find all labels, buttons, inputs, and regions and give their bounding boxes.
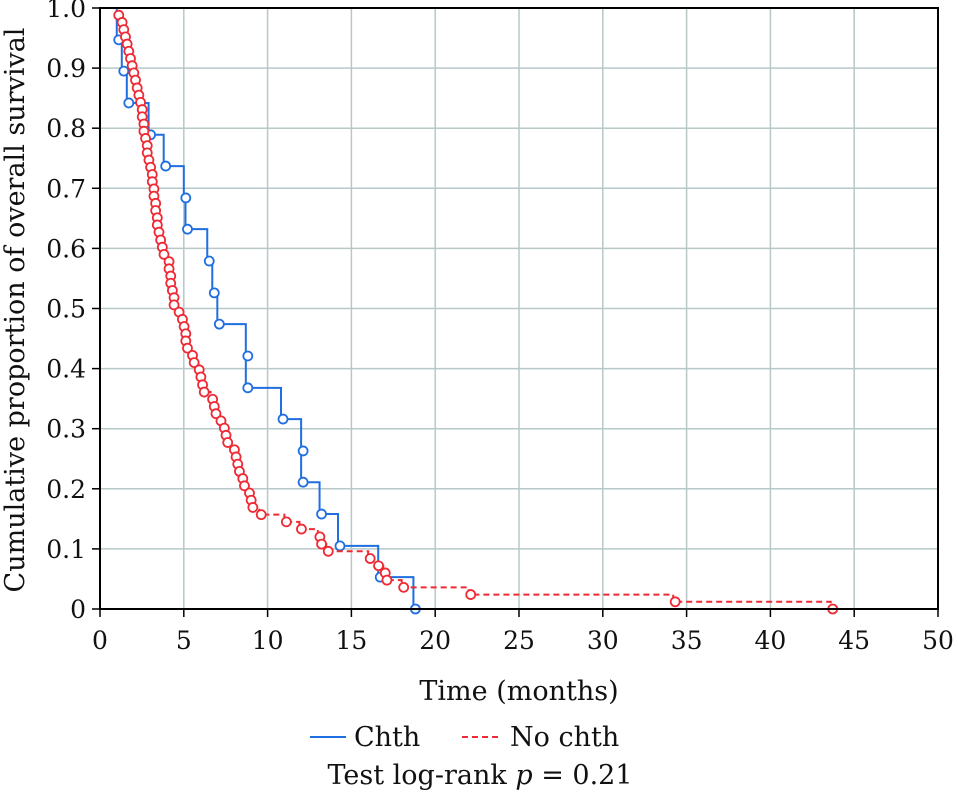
- y-tick-label: 0.2: [46, 475, 86, 504]
- y-tick-label: 0.6: [46, 234, 86, 263]
- censor-marker-no-chth: [280, 516, 292, 528]
- censor-marker-no-chth: [239, 480, 250, 492]
- x-tick-label: 40: [754, 626, 786, 655]
- censor-marker-chth: [213, 318, 225, 330]
- censor-marker-chth: [242, 350, 254, 362]
- censor-marker-chth: [277, 413, 289, 425]
- x-tick-label: 45: [838, 626, 870, 655]
- censor-marker-no-chth: [364, 553, 376, 564]
- y-tick-label: 0.5: [46, 295, 86, 324]
- x-axis-label: Time (months): [419, 676, 618, 707]
- x-tick-label: 20: [419, 626, 451, 655]
- y-tick-label: 0.1: [46, 535, 86, 564]
- censor-marker-no-chth: [255, 509, 267, 521]
- logrank-annotation: Test log-rank p = 0.21: [327, 760, 632, 791]
- legend-label-no-chth: No chth: [510, 722, 619, 753]
- x-tick-label: 35: [671, 626, 703, 655]
- y-tick-label: 0.4: [46, 355, 86, 384]
- censor-marker-chth: [203, 255, 215, 267]
- x-tick-label: 0: [92, 626, 108, 655]
- censor-marker-no-chth: [465, 589, 477, 600]
- censor-marker-no-chth: [322, 545, 334, 557]
- censor-marker-no-chth: [373, 560, 384, 572]
- censor-marker-no-chth: [168, 299, 180, 311]
- censor-marker-no-chth: [210, 408, 222, 420]
- logrank-value: = 0.21: [533, 760, 633, 791]
- censor-marker-no-chth: [296, 523, 307, 535]
- y-tick-label: 0: [70, 595, 86, 624]
- series-layer: [100, 7, 839, 615]
- y-tick-label: 0.7: [46, 174, 86, 203]
- legend-label-chth: Chth: [354, 722, 420, 753]
- y-tick-label: 0.3: [46, 415, 86, 444]
- ticks: 0 5 10 15 20 25 30 35 40 45 50 0 0.1 0.2 0.3 0.4 0.5 0.6 0…: [46, 0, 954, 655]
- logrank-p: p: [515, 760, 532, 791]
- censor-marker-no-chth: [669, 596, 681, 608]
- censor-marker-chth: [180, 192, 192, 204]
- x-tick-label: 50: [922, 626, 954, 655]
- censor-marker-chth: [297, 445, 309, 457]
- y-tick-label: 0.9: [46, 54, 86, 83]
- censor-marker-no-chth: [316, 538, 327, 550]
- censor-marker-chth: [118, 65, 130, 77]
- censor-marker-no-chth: [381, 574, 393, 586]
- x-tick-label: 10: [252, 626, 284, 655]
- censor-marker-chth: [182, 223, 193, 235]
- logrank-prefix: Test log-rank: [327, 760, 515, 791]
- censor-marker-no-chth: [247, 502, 259, 513]
- y-tick-label: 1.0: [46, 0, 86, 23]
- y-tick-label: 0.8: [46, 114, 86, 143]
- grid: [99, 7, 939, 610]
- censor-marker-no-chth: [222, 437, 234, 448]
- x-tick-label: 5: [176, 626, 192, 655]
- censor-marker-chth: [297, 476, 309, 488]
- x-tick-label: 15: [335, 626, 367, 655]
- censor-marker-chth: [160, 160, 172, 172]
- censor-marker-chth: [316, 508, 327, 520]
- x-tick-label: 25: [503, 626, 535, 655]
- censor-marker-no-chth: [158, 249, 170, 260]
- censor-marker-chth: [123, 97, 135, 109]
- censor-marker-no-chth: [188, 357, 200, 368]
- y-axis-label: Cumulative proportion of overall surviva…: [0, 28, 31, 593]
- censor-marker-chth: [242, 382, 254, 394]
- x-tick-label: 30: [587, 626, 619, 655]
- censor-marker-no-chth: [182, 342, 193, 354]
- censor-marker-chth: [208, 287, 220, 299]
- censor-marker-no-chth: [198, 386, 210, 398]
- censor-marker-chth: [334, 540, 346, 552]
- legend: Chth No chth: [310, 722, 619, 753]
- censor-marker-no-chth: [398, 581, 410, 593]
